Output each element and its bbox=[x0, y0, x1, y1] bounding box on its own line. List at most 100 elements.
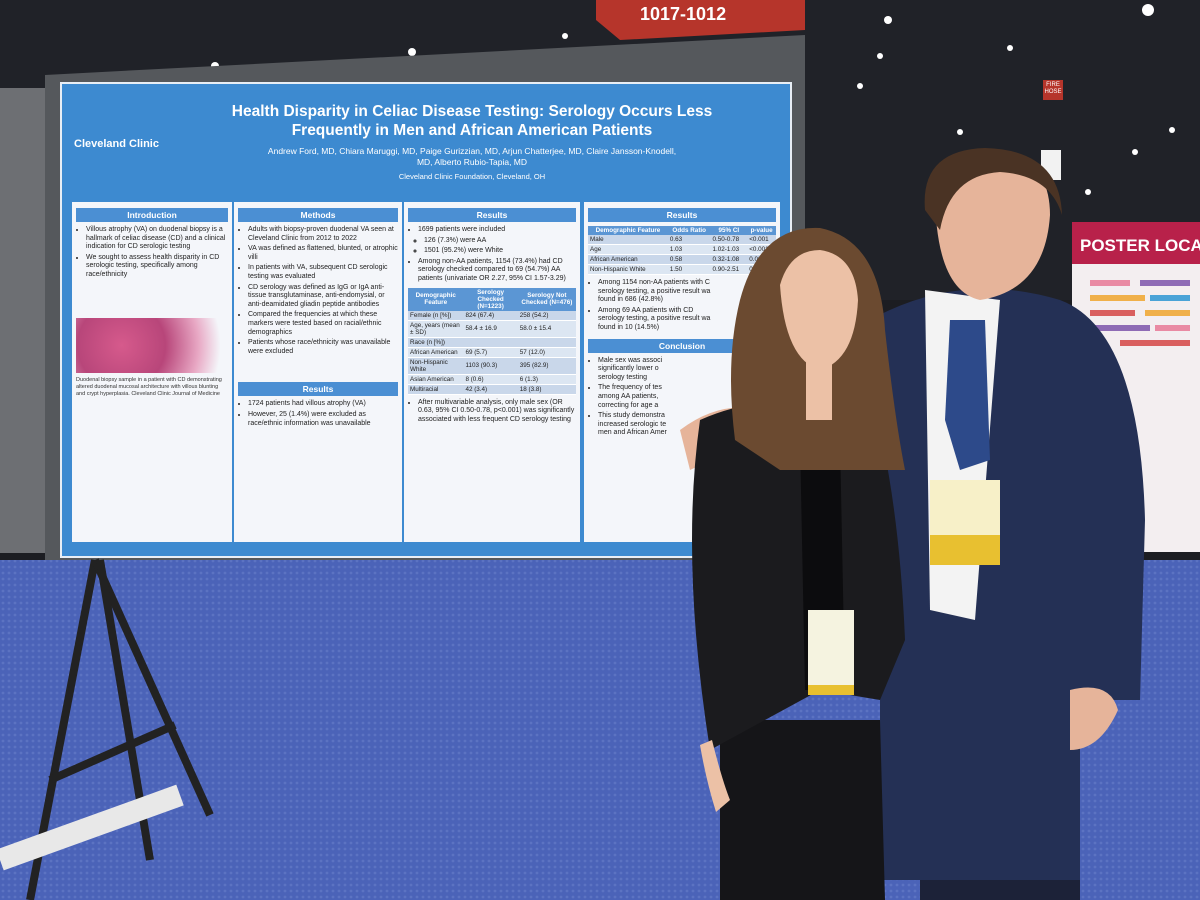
table-cell: 1.02-1.03 bbox=[710, 244, 748, 255]
table-row: Asian American 8 (0.6) 6 (1.3) bbox=[408, 374, 576, 385]
bullet-list: Among non-AA patients, 1154 (73.4%) had … bbox=[408, 258, 576, 284]
bullet-line: This study demonstra bbox=[598, 412, 665, 420]
bullet-item: 126 (7.3%) were AA bbox=[424, 237, 576, 246]
methods-column: Methods Adults with biopsy-proven duodena… bbox=[234, 202, 402, 542]
table-cell: 1.03 bbox=[667, 244, 711, 255]
table-cell: Non-Hispanic White bbox=[588, 264, 668, 275]
bullet-item: CD serology was defined as IgG or IgA an… bbox=[248, 284, 398, 310]
table-row: Race (n [%]) bbox=[408, 337, 576, 348]
bullet-item: VA was defined as flattened, blunted, or… bbox=[248, 245, 398, 262]
table-cell: 824 (67.4) bbox=[463, 310, 518, 321]
table-cell: Asian American bbox=[408, 374, 464, 385]
table-cell: 42 (3.4) bbox=[463, 384, 518, 395]
bullet-list: Among 1154 non-AA patients with Cserolog… bbox=[588, 279, 776, 333]
table-row: Age 1.03 1.02-1.03 <0.001 bbox=[588, 244, 776, 255]
bullet-line: serology testing, a positive result wa bbox=[598, 287, 711, 295]
fire-hose-sign bbox=[1043, 80, 1063, 100]
table-cell: 395 (82.9) bbox=[517, 357, 576, 375]
table-cell: 69 (5.7) bbox=[463, 347, 518, 358]
bullet-item: Patients whose race/ethnicity was unavai… bbox=[248, 339, 398, 356]
table-cell: 6 (1.3) bbox=[517, 374, 576, 385]
bullet-item: 1699 patients were included bbox=[418, 226, 576, 235]
bullet-line: Among 1154 non-AA patients with C bbox=[598, 279, 710, 286]
table-header-cell: p-value bbox=[747, 226, 776, 235]
bullet-line: correcting for age a bbox=[598, 401, 659, 409]
table-header-cell: Odds Ratio bbox=[667, 226, 711, 235]
bullet-list: 1724 patients had villous atrophy (VA) Ho… bbox=[238, 400, 398, 428]
bullet-list: Adults with biopsy-proven duodenal VA se… bbox=[238, 226, 398, 356]
section-heading: Methods bbox=[238, 208, 398, 222]
bullet-item: We sought to assess health disparity in … bbox=[86, 254, 228, 280]
table-cell: Male bbox=[588, 235, 668, 245]
table-cell: 57 (12.0) bbox=[517, 347, 576, 358]
bullet-item: 1501 (95.2%) were White bbox=[424, 247, 576, 256]
table-cell: Multiracial bbox=[408, 384, 464, 395]
bullet-line: Among 69 AA patients with CD bbox=[598, 306, 694, 314]
bullet-line: Male sex was associ bbox=[598, 356, 663, 364]
table-row: African American 69 (5.7) 57 (12.0) bbox=[408, 347, 576, 358]
side-poster-bars bbox=[1090, 280, 1190, 346]
booth-range: 1017-1012 bbox=[640, 4, 727, 24]
table-row: Multiracial 42 (3.4) 18 (3.8) bbox=[408, 384, 576, 395]
bullet-line: serology testing bbox=[598, 373, 648, 381]
table-cell bbox=[463, 337, 518, 348]
table-header-cell: Serology Checked (N=1223) bbox=[463, 287, 518, 311]
bullet-item: After multivariable analysis, only male … bbox=[418, 399, 576, 425]
bullet-line: The frequency of tes bbox=[598, 384, 662, 392]
table-cell: Non-Hispanic White bbox=[408, 357, 464, 375]
table-cell bbox=[517, 337, 576, 348]
man bbox=[680, 148, 1145, 900]
poster-tube bbox=[0, 784, 184, 871]
table-header-cell: Serology Not Checked (N=476) bbox=[517, 287, 576, 311]
table-row: Male 0.63 0.50-0.78 <0.001 bbox=[588, 235, 776, 245]
section-heading: Introduction bbox=[76, 208, 228, 222]
bullet-item: 1724 patients had villous atrophy (VA) bbox=[248, 400, 398, 409]
table-header-cell: Demographic Feature bbox=[408, 287, 464, 311]
table-cell: African American bbox=[588, 254, 668, 265]
bullet-line: significantly lower o bbox=[598, 365, 659, 373]
poster-location-label: POSTER LOCA bbox=[1080, 236, 1200, 255]
table-cell: <0.001 bbox=[747, 235, 776, 245]
table-header-cell: Demographic Feature bbox=[588, 226, 668, 235]
bullet-item: Among non-AA patients, 1154 (73.4%) had … bbox=[418, 258, 576, 284]
table-row: Female (n [%]) 824 (67.4) 258 (54.2) bbox=[408, 310, 576, 321]
section-heading: Results bbox=[588, 208, 776, 222]
table-header-row: Demographic Feature Odds Ratio 95% CI p-val… bbox=[588, 226, 776, 235]
table-cell: 1.50 bbox=[667, 264, 711, 275]
table-cell: 258 (54.2) bbox=[517, 310, 576, 321]
bullet-item: Among 1154 non-AA patients with Cserolog… bbox=[598, 279, 776, 305]
bullet-line: men and African Amer bbox=[598, 429, 667, 437]
bullet-item: Compared the frequencies at which these … bbox=[248, 311, 398, 337]
data-table: Demographic Feature Serology Checked (N=1… bbox=[408, 287, 576, 395]
bullet-line: increased serologic te bbox=[598, 420, 667, 428]
table-cell: Female (n [%]) bbox=[408, 310, 464, 321]
table-cell: 8 (0.6) bbox=[463, 374, 518, 385]
bullet-item: Villous atrophy (VA) on duodenal biopsy … bbox=[86, 226, 228, 252]
table-cell: 58.4 ± 16.9 bbox=[463, 320, 518, 338]
table-cell: 0.58 bbox=[667, 254, 711, 265]
results-column: Results 1699 patients were included 126 (7… bbox=[404, 202, 580, 542]
table-cell: 58.0 ± 15.4 bbox=[517, 320, 576, 338]
woman bbox=[692, 227, 905, 900]
table-row: Non-Hispanic White 1103 (90.3) 395 (82.9) bbox=[408, 357, 576, 375]
bullet-item: Adults with biopsy-proven duodenal VA se… bbox=[248, 226, 398, 243]
table-header-cell: 95% CI bbox=[710, 226, 748, 235]
section-heading: Results bbox=[408, 208, 576, 222]
table-header-row: Demographic Feature Serology Checked (N=1… bbox=[408, 287, 576, 311]
introduction-column: Introduction Villous atrophy (VA) on duod… bbox=[72, 202, 232, 542]
side-poster-header bbox=[1072, 222, 1200, 264]
poster-authors: Andrew Ford, MD, Chiara Maruggi, MD, Pai… bbox=[267, 146, 677, 167]
table-cell: 0.32-1.08 bbox=[710, 254, 748, 265]
fire-hose-label: FIRE HOSE bbox=[1044, 82, 1062, 95]
poster-logo: Cleveland Clinic bbox=[74, 138, 159, 150]
bullet-item: In patients with VA, subsequent CD serol… bbox=[248, 264, 398, 281]
table-cell: 1103 (90.3) bbox=[463, 357, 518, 375]
table-cell: 0.50-0.78 bbox=[710, 235, 748, 245]
table-cell: 18 (3.8) bbox=[517, 384, 576, 395]
